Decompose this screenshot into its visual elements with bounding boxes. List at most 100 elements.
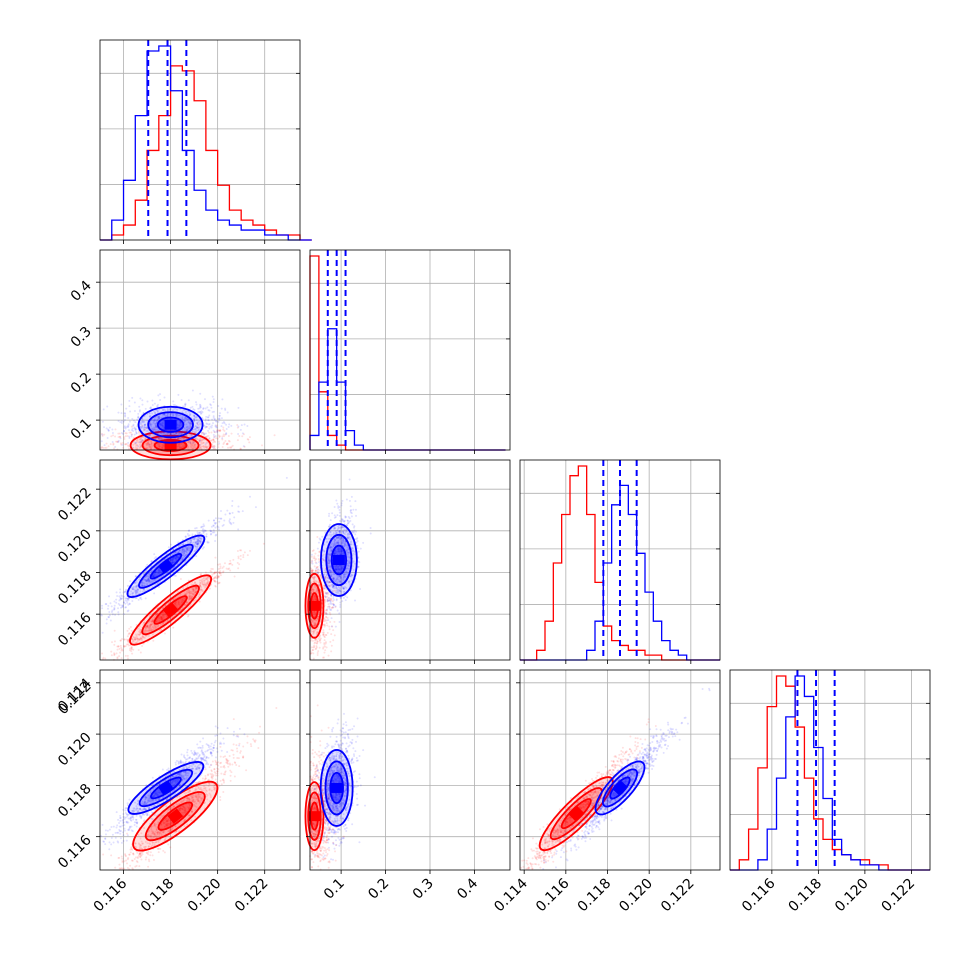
- scatter-point: [114, 445, 117, 448]
- scatter-point: [212, 415, 215, 418]
- scatter-point: [161, 446, 164, 449]
- scatter-point: [122, 430, 125, 433]
- scatter-point: [346, 519, 349, 522]
- scatter-point: [161, 444, 164, 447]
- scatter-point: [127, 424, 130, 427]
- scatter-point: [350, 495, 353, 498]
- scatter-point: [104, 446, 107, 449]
- scatter-point: [357, 565, 360, 568]
- scatter-point: [327, 619, 330, 622]
- scatter-point: [199, 422, 202, 425]
- scatter-point: [126, 435, 129, 438]
- scatter-point: [327, 654, 330, 657]
- scatter-point: [316, 652, 319, 655]
- scatter-point: [120, 412, 123, 415]
- scatter-point: [125, 442, 128, 445]
- scatter-point: [107, 604, 110, 607]
- scatter-point: [204, 407, 207, 410]
- scatter-point: [348, 499, 351, 502]
- scatter-point: [217, 429, 220, 432]
- scatter-point: [178, 437, 181, 440]
- scatter-point: [133, 426, 136, 429]
- scatter-point: [137, 598, 140, 601]
- scatter-point: [322, 656, 325, 659]
- scatter-point: [119, 606, 122, 609]
- scatter-point: [213, 418, 216, 421]
- scatter-point: [126, 629, 129, 632]
- scatter-point: [326, 608, 329, 611]
- scatter-point: [120, 657, 123, 660]
- scatter-point: [231, 504, 234, 507]
- scatter-point: [158, 438, 161, 441]
- scatter-point: [350, 509, 353, 512]
- scatter-point: [202, 441, 205, 444]
- scatter-point: [127, 429, 130, 432]
- scatter-point: [242, 556, 245, 559]
- scatter-point: [212, 398, 215, 401]
- scatter-point: [209, 425, 212, 428]
- scatter-point: [116, 594, 119, 597]
- scatter-point: [150, 441, 153, 444]
- scatter-point: [148, 443, 151, 446]
- scatter-point: [121, 649, 124, 652]
- histogram-step-red: [100, 65, 312, 241]
- scatter-point: [352, 508, 355, 511]
- scatter-point: [198, 447, 201, 450]
- scatter-point: [315, 645, 318, 648]
- scatter-point: [195, 403, 198, 406]
- scatter-point: [215, 437, 218, 440]
- scatter-point: [210, 439, 213, 442]
- scatter-point: [126, 610, 129, 613]
- scatter-point: [338, 612, 341, 615]
- scatter-point: [349, 519, 352, 522]
- scatter-point: [125, 600, 128, 603]
- scatter-point: [122, 446, 125, 449]
- scatter-point: [262, 542, 265, 545]
- scatter-point: [318, 638, 321, 641]
- scatter-point: [124, 432, 127, 435]
- scatter-point: [120, 403, 123, 406]
- scatter-point: [162, 444, 165, 447]
- scatter-point: [177, 432, 180, 435]
- scatter-point: [163, 632, 166, 635]
- scatter-point: [208, 414, 211, 417]
- scatter-point: [134, 447, 137, 450]
- scatter-point: [203, 446, 206, 449]
- scatter-point: [333, 506, 336, 509]
- scatter-point: [189, 406, 192, 409]
- scatter-point: [316, 535, 319, 538]
- scatter-point: [201, 431, 204, 434]
- histogram-step-blue: [309, 328, 506, 451]
- scatter-point: [128, 602, 131, 605]
- scatter-point: [118, 595, 121, 598]
- scatter-point: [118, 655, 121, 658]
- scatter-point: [109, 619, 112, 622]
- scatter-point: [340, 504, 343, 507]
- scatter-point: [167, 546, 170, 549]
- scatter-point: [157, 394, 160, 397]
- scatter-point: [118, 435, 121, 438]
- scatter-point: [202, 530, 205, 533]
- scatter-point: [178, 422, 181, 425]
- scatter-point: [353, 525, 356, 528]
- scatter-point: [113, 643, 116, 646]
- scatter-point: [123, 438, 126, 441]
- scatter-point: [207, 409, 210, 412]
- scatter-point: [352, 531, 355, 534]
- scatter-point: [220, 417, 223, 420]
- scatter-point: [226, 411, 229, 414]
- scatter-point: [136, 439, 139, 442]
- scatter-point: [205, 446, 208, 449]
- scatter-point: [237, 406, 240, 409]
- scatter-point: [331, 512, 334, 515]
- scatter-point: [191, 443, 194, 446]
- scatter-point: [149, 447, 152, 450]
- scatter-point: [137, 416, 140, 419]
- scatter-point: [212, 529, 215, 532]
- scatter-point: [100, 614, 103, 617]
- scatter-point: [141, 439, 144, 442]
- scatter-point: [210, 439, 213, 442]
- scatter-point: [125, 407, 128, 410]
- scatter-point: [103, 426, 106, 429]
- scatter-point: [163, 396, 166, 399]
